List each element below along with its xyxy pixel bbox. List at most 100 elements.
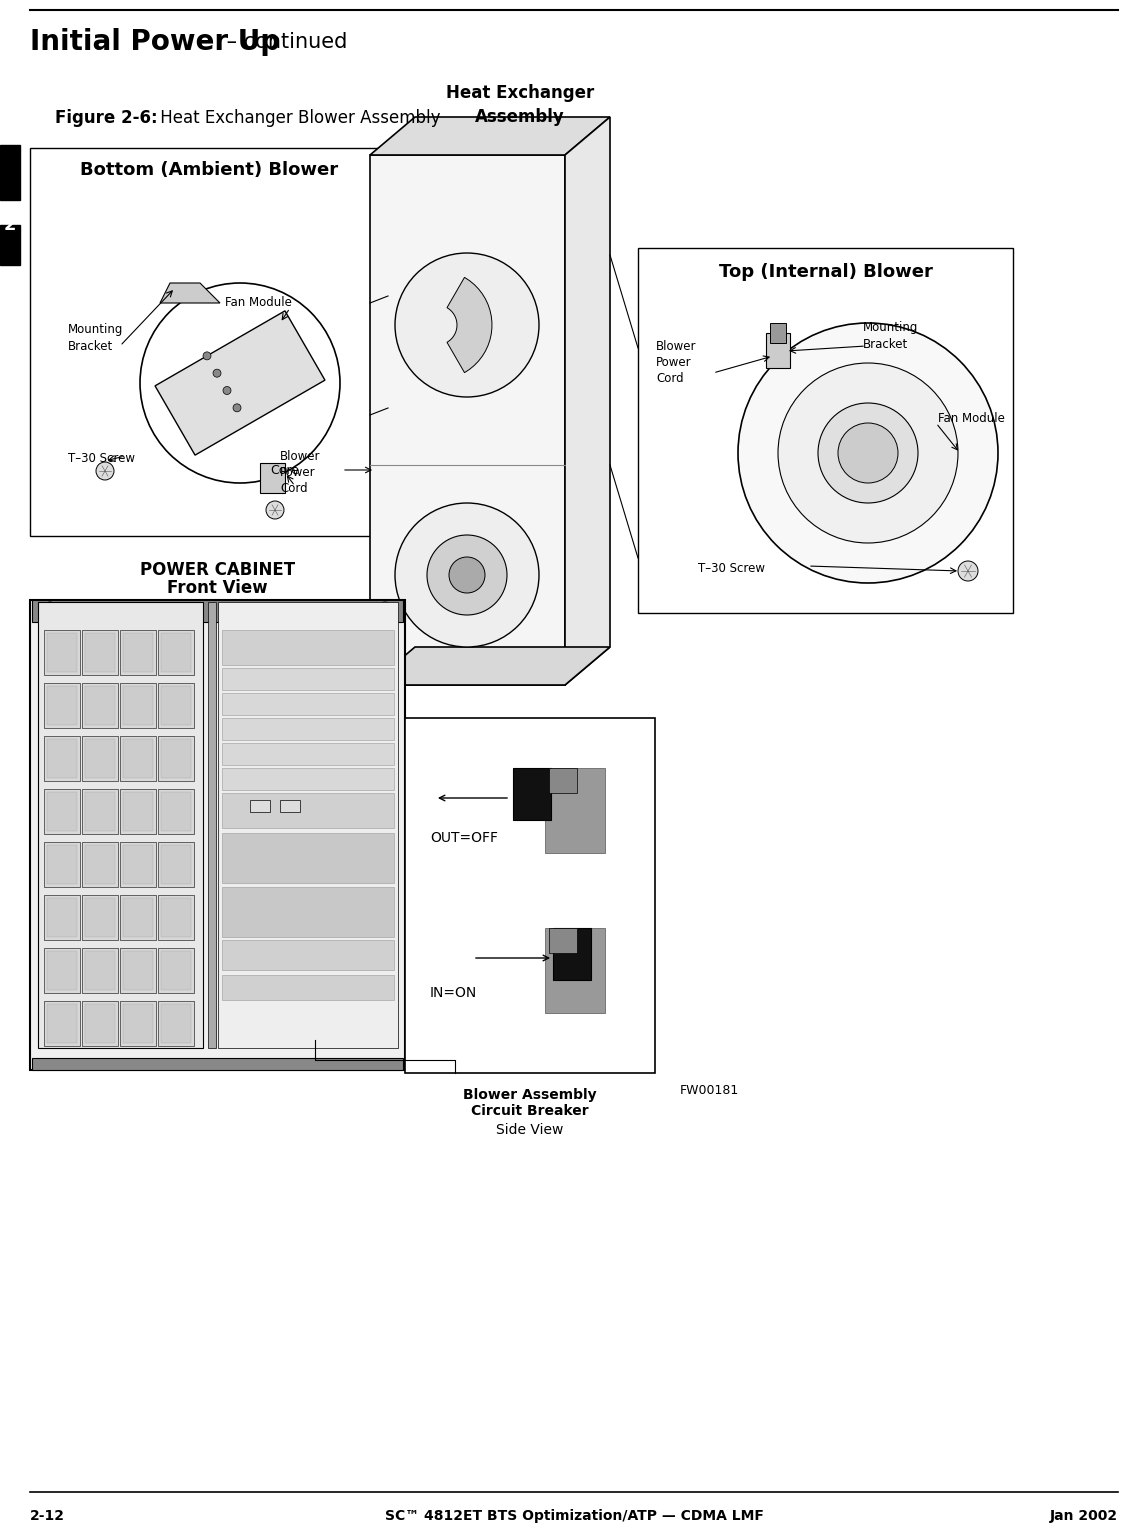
Bar [405, 719, 656, 1072]
Polygon shape [370, 116, 610, 155]
Text: Bottom (Ambient) Blower: Bottom (Ambient) Blower [80, 161, 338, 179]
Bar [82, 683, 118, 728]
Circle shape [44, 602, 56, 614]
Bar [47, 686, 77, 725]
Bar [222, 941, 394, 970]
Bar [32, 1059, 403, 1069]
Bar [218, 602, 398, 1048]
Bar [30, 601, 405, 1069]
Bar [44, 1000, 80, 1046]
Bar [82, 948, 118, 993]
Polygon shape [565, 116, 610, 685]
Bar [85, 686, 115, 725]
Bar [222, 768, 394, 791]
Bar [158, 789, 194, 833]
Bar [44, 895, 80, 941]
Circle shape [233, 404, 241, 412]
Bar [38, 602, 203, 1048]
Bar [549, 768, 577, 794]
Bar [85, 898, 115, 938]
Bar [161, 686, 191, 725]
Text: T–30 Screw: T–30 Screw [698, 562, 765, 574]
Bar [123, 951, 153, 990]
Bar [545, 928, 605, 1013]
Bar [123, 738, 153, 778]
Circle shape [957, 561, 978, 581]
Bar [85, 846, 115, 884]
Bar [158, 1000, 194, 1046]
Bar [222, 668, 394, 689]
Bar [123, 686, 153, 725]
Text: Heat Exchanger
Assembly: Heat Exchanger Assembly [445, 84, 595, 126]
Polygon shape [447, 277, 491, 372]
Bar [222, 887, 394, 938]
Bar [123, 898, 153, 938]
Bar [161, 846, 191, 884]
Bar [123, 792, 153, 830]
Text: Side View: Side View [496, 1123, 564, 1137]
Bar [370, 155, 565, 685]
Bar [44, 789, 80, 833]
Text: 2-12: 2-12 [30, 1509, 65, 1523]
Bar [30, 149, 388, 536]
Bar [85, 633, 115, 673]
Bar [44, 948, 80, 993]
Text: Blower
Power
Cord: Blower Power Cord [656, 340, 697, 386]
Bar [158, 948, 194, 993]
Bar [121, 735, 156, 781]
Circle shape [819, 403, 918, 502]
Bar [82, 843, 118, 887]
Bar [82, 1000, 118, 1046]
Bar [280, 800, 300, 812]
Bar [32, 601, 403, 622]
Text: Fan Module: Fan Module [225, 297, 292, 309]
Bar [44, 843, 80, 887]
Bar [0, 146, 20, 201]
Circle shape [449, 558, 484, 593]
Polygon shape [160, 283, 220, 303]
Text: Initial Power Up: Initial Power Up [30, 28, 280, 57]
Text: Mounting
Bracket: Mounting Bracket [863, 322, 918, 351]
Text: FW00181: FW00181 [680, 1085, 739, 1097]
Bar [47, 846, 77, 884]
Circle shape [266, 501, 284, 519]
Bar [123, 633, 153, 673]
Text: IN=ON: IN=ON [430, 987, 478, 1000]
Bar [222, 630, 394, 665]
Bar [82, 789, 118, 833]
Bar [158, 630, 194, 676]
Text: Core: Core [270, 464, 298, 476]
Bar [638, 248, 1013, 613]
Circle shape [214, 369, 222, 377]
Bar [222, 794, 394, 827]
Bar [82, 895, 118, 941]
Text: Jan 2002: Jan 2002 [1050, 1509, 1118, 1523]
Bar [44, 735, 80, 781]
Bar [82, 630, 118, 676]
Bar [121, 630, 156, 676]
Bar [545, 768, 605, 853]
Bar [161, 633, 191, 673]
Bar [123, 846, 153, 884]
Bar [250, 800, 270, 812]
Text: OUT=OFF: OUT=OFF [430, 830, 498, 846]
Text: T–30 Screw: T–30 Screw [68, 452, 135, 464]
Bar [47, 738, 77, 778]
Bar [208, 602, 216, 1048]
Bar [47, 633, 77, 673]
Bar [222, 743, 394, 764]
Text: Blower
Power
Cord: Blower Power Cord [280, 450, 320, 495]
Bar [222, 719, 394, 740]
Bar [44, 630, 80, 676]
Bar [85, 1003, 115, 1043]
Bar [553, 928, 591, 980]
Bar [121, 948, 156, 993]
Bar [85, 951, 115, 990]
Bar [158, 735, 194, 781]
Bar [770, 323, 786, 343]
Bar [85, 738, 115, 778]
Bar [222, 833, 394, 882]
Bar [222, 692, 394, 715]
Polygon shape [155, 311, 325, 455]
Bar [161, 1003, 191, 1043]
